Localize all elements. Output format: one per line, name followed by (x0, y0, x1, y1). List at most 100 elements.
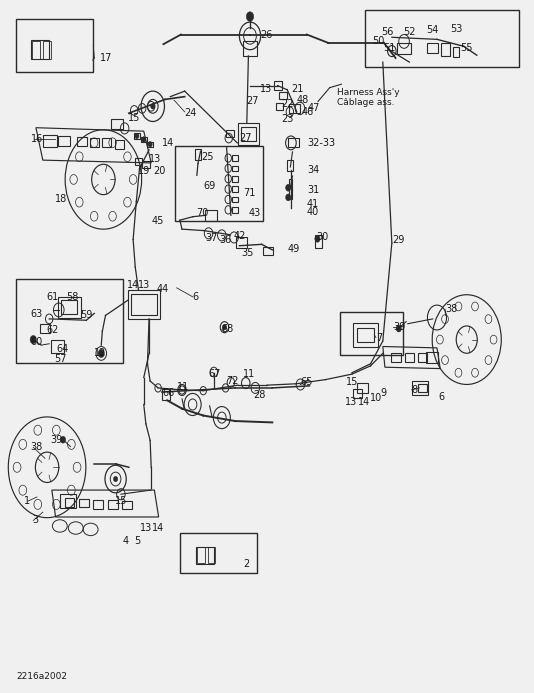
Bar (90, 138, 99, 147)
Bar (232, 207, 238, 213)
Text: 2: 2 (243, 559, 249, 569)
Bar (175, 146, 263, 221)
Bar (197, 547, 205, 563)
Bar (427, 44, 438, 53)
Circle shape (315, 236, 320, 243)
Text: 7: 7 (376, 333, 382, 342)
Text: 63: 63 (30, 309, 43, 319)
Text: 16: 16 (30, 134, 43, 144)
Text: 27: 27 (239, 133, 252, 143)
Circle shape (135, 133, 139, 139)
Text: 9: 9 (381, 389, 387, 398)
Text: 6: 6 (438, 392, 444, 402)
Text: 14: 14 (152, 523, 164, 533)
Text: 46: 46 (302, 107, 314, 117)
Bar (391, 353, 401, 362)
Text: 17: 17 (100, 53, 112, 63)
Bar (287, 160, 293, 171)
Bar (232, 176, 238, 182)
Bar (60, 494, 76, 508)
Text: 4: 4 (122, 536, 129, 546)
Bar (43, 41, 51, 59)
Text: 23: 23 (281, 114, 294, 125)
Bar (426, 352, 437, 363)
Bar (405, 353, 414, 362)
Text: 22: 22 (281, 99, 294, 109)
Text: 57: 57 (54, 354, 67, 364)
Bar (276, 103, 284, 109)
Bar (418, 384, 427, 392)
Text: 15: 15 (128, 113, 140, 123)
Text: 38: 38 (445, 304, 457, 314)
Bar (238, 123, 259, 145)
Text: 64: 64 (56, 344, 68, 353)
Bar (357, 383, 368, 393)
Bar (65, 498, 74, 507)
Bar (232, 186, 238, 192)
Bar (112, 119, 123, 129)
Text: 45: 45 (151, 216, 163, 226)
Text: 49: 49 (287, 244, 300, 254)
Bar (108, 500, 117, 509)
Bar (235, 238, 247, 249)
Circle shape (246, 12, 254, 21)
Text: 2216a2002: 2216a2002 (16, 672, 67, 681)
Text: 31: 31 (307, 185, 319, 195)
Text: 51: 51 (383, 44, 395, 53)
Text: 35: 35 (241, 247, 253, 258)
Circle shape (142, 137, 146, 142)
Bar (58, 136, 70, 146)
Bar (79, 499, 89, 507)
Text: 47: 47 (308, 103, 320, 114)
Text: 56: 56 (381, 28, 394, 37)
Text: 32-33: 32-33 (307, 138, 335, 148)
Text: 15: 15 (345, 378, 358, 387)
Text: 39: 39 (394, 322, 406, 332)
Text: 43: 43 (248, 209, 261, 218)
Text: 34: 34 (307, 165, 319, 175)
Bar (40, 324, 50, 333)
Bar (51, 340, 64, 353)
Bar (140, 137, 147, 142)
Text: 39: 39 (51, 435, 63, 445)
Text: 50: 50 (372, 37, 384, 46)
Text: 27: 27 (246, 96, 258, 107)
Bar (102, 139, 112, 148)
Text: 29: 29 (392, 234, 404, 245)
Bar (162, 389, 170, 401)
Text: 26: 26 (260, 30, 272, 40)
Text: 25: 25 (201, 152, 214, 161)
Text: 1: 1 (24, 496, 30, 506)
Bar (16, 19, 93, 73)
Text: 14: 14 (162, 138, 174, 148)
Bar (357, 328, 374, 342)
Text: 65: 65 (300, 378, 312, 387)
Text: 48: 48 (296, 95, 309, 105)
Circle shape (222, 324, 226, 330)
Circle shape (286, 194, 291, 201)
Bar (289, 103, 301, 113)
Bar (352, 389, 362, 398)
Text: 53: 53 (450, 24, 462, 34)
Circle shape (30, 335, 36, 344)
Text: 20: 20 (153, 166, 165, 176)
Text: 21: 21 (291, 84, 303, 94)
Circle shape (148, 141, 152, 147)
Text: 13: 13 (148, 154, 161, 164)
Bar (315, 235, 322, 249)
Text: 30: 30 (317, 232, 328, 243)
Bar (365, 10, 520, 67)
Bar (142, 161, 150, 168)
Bar (131, 294, 156, 315)
Bar (232, 197, 238, 202)
Text: 54: 54 (426, 26, 439, 35)
Bar (43, 134, 57, 147)
Text: 68: 68 (222, 324, 234, 334)
Text: Harness Ass'y: Harness Ass'y (337, 88, 400, 97)
Bar (122, 501, 131, 509)
Text: 55: 55 (460, 44, 473, 53)
Bar (32, 41, 40, 59)
Circle shape (151, 103, 155, 109)
Text: 52: 52 (404, 28, 416, 37)
Bar (58, 297, 81, 317)
